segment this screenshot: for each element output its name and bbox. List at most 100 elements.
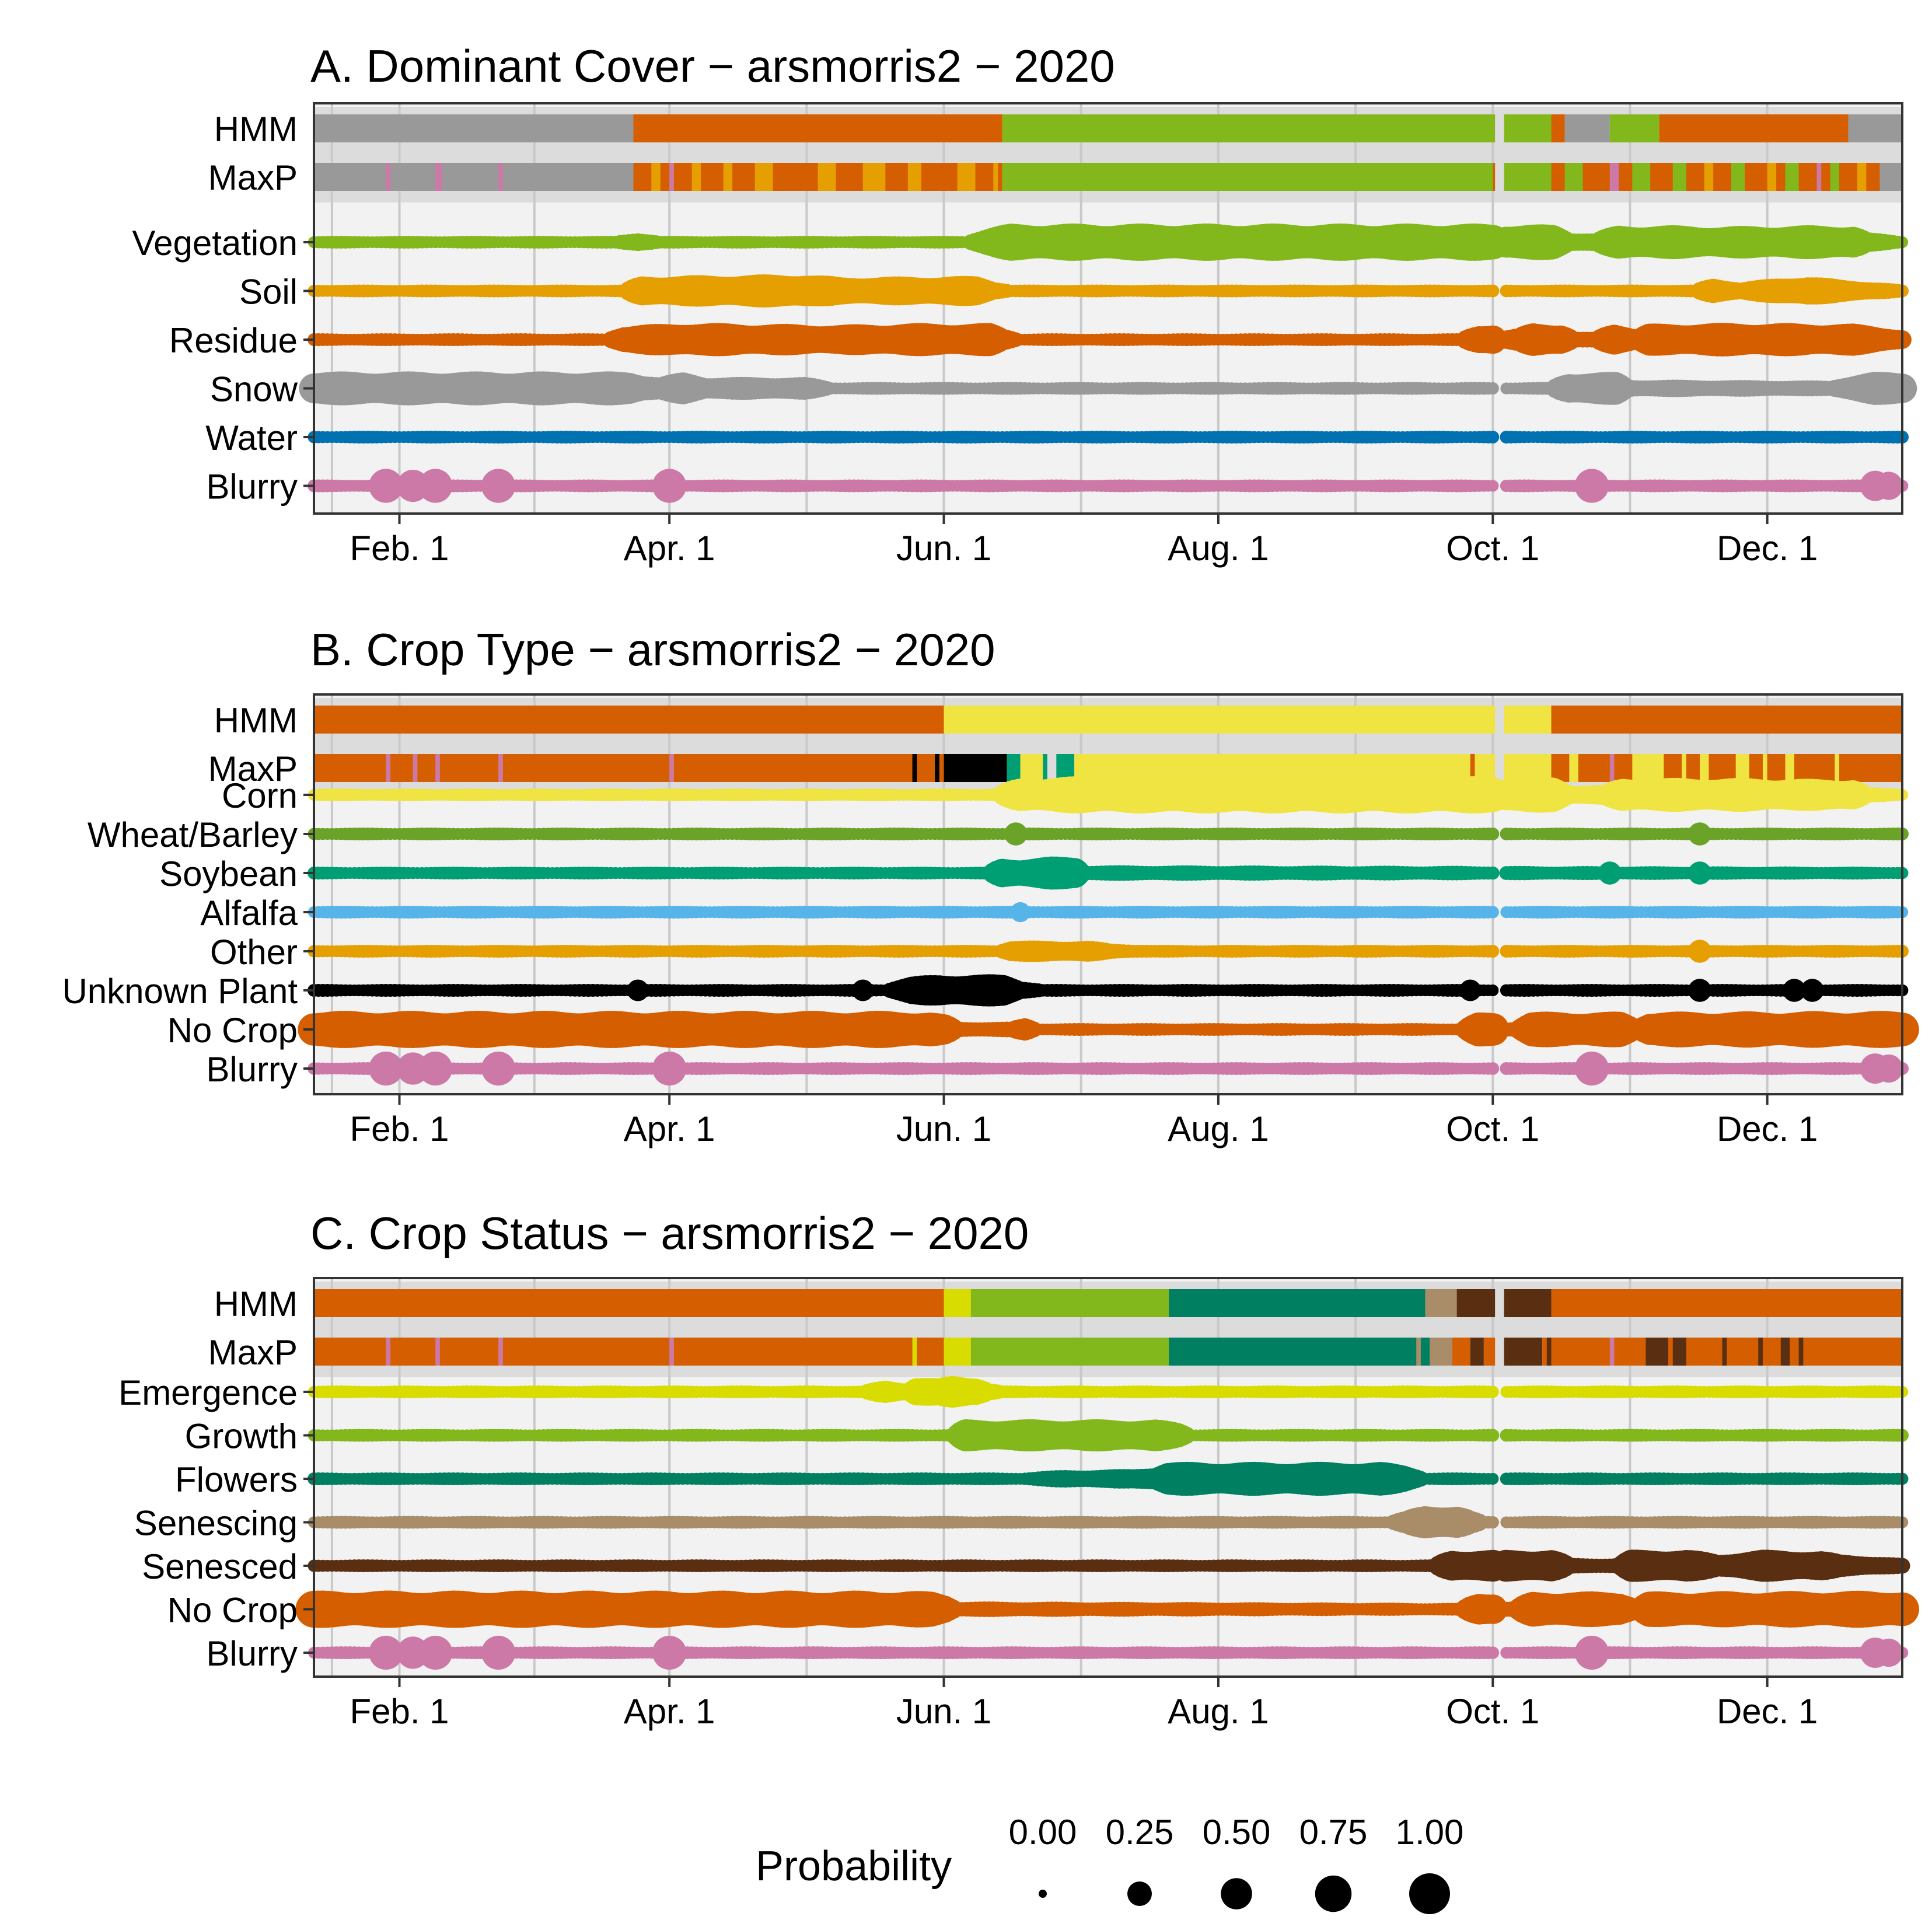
series-water [308,430,1909,444]
maxp-strip-segment-soybean [1007,754,1021,782]
maxp-strip-segment-unknown-plant [944,754,1007,782]
maxp-strip-segment-soil [754,163,773,191]
hmm-strip-segment-residue [1659,114,1849,142]
hmm-strip-segment-snow [1848,114,1902,142]
maxp-strip-segment-vegetation [1564,163,1583,191]
y-label-residue: Residue [169,321,298,360]
maxp-strip-segment-corn [1762,754,1767,782]
probability-point [1486,866,1500,880]
maxp-strip-segment-blurry [669,163,674,191]
hmm-strip-segment-vegetation [1002,114,1552,142]
x-tick-label-apr-1: Apr. 1 [624,529,715,568]
probability-peak [652,469,687,503]
panel-a-title: A. Dominant Cover − arsmorris2 − 2020 [310,40,1115,92]
maxp-strip-segment-corn [1682,754,1686,782]
maxp-strip-segment-soybean [1043,754,1047,782]
y-label-soil: Soil [239,273,298,312]
maxp-strip-segment-blurry [1609,754,1615,782]
probability-peak [1688,822,1711,846]
maxp-strip-segment-soil [957,163,976,191]
x-tick-label-feb-1: Feb. 1 [350,529,449,568]
probability-point [1487,480,1499,492]
maxp-strip-segment-vegetation [1785,163,1799,191]
probability-peak [1004,822,1028,846]
hmm-strip [314,113,1902,144]
hmm-strip-segment-residue [633,114,1002,142]
maxp-strip-segment-soil [993,163,998,191]
hmm-strip-segment-residue [1551,114,1565,142]
maxp-strip-segment-blurry [498,163,503,191]
hmm-strip-segment-no-crop [314,706,944,734]
maxp-strip-segment-corn [1835,754,1840,782]
maxp-strip-segment-no-crop [1551,754,1902,782]
y-label-hmm: HMM [214,110,298,149]
probability-point [1486,382,1499,395]
maxp-strip-segment-corn [1632,754,1664,782]
y-label-maxp: MaxP [208,158,298,197]
probability-point [1486,906,1499,919]
maxp-strip [314,162,1902,192]
maxp-strip-segment-soil [907,163,921,191]
maxp-strip-segment-blurry [413,754,418,782]
maxp-strip-segment-soil [691,163,701,191]
maxp-strip-segment-vegetation [1632,163,1651,191]
maxp-strip-segment-vegetation [1672,163,1686,191]
probability-peak [627,979,649,1001]
probability-point [1486,431,1500,444]
y-label-snow: Snow [210,370,298,409]
probability-peak [1688,861,1711,885]
probability-peak [852,979,874,1001]
probability-peak [1800,979,1824,1002]
maxp-strip-segment-snow [1879,163,1902,191]
probability-peak [1574,469,1609,503]
series-soil [308,274,1909,308]
hmm-strip-segment-vegetation [1609,114,1660,142]
hmm-strip-segment-snow [1564,114,1610,142]
panel-a-dominant-cover: A. Dominant Cover − arsmorris2 − 2020 HM… [132,40,1917,568]
maxp-strip-segment-blurry [1816,163,1822,191]
probability-peak [1874,472,1903,500]
maxp-strip-segment-soil [1704,163,1714,191]
probability-peak [1459,979,1482,1001]
panel-b-crop-type: B. Crop Type − arsmorris2 − 2020 HMMMaxP… [62,624,1919,1148]
probability-peak [1688,940,1711,963]
maxp-strip-segment-corn [1785,754,1794,782]
maxp-strip-segment-vegetation [1002,163,1552,191]
maxp-strip-segment-blurry [669,754,674,782]
probability-point [1486,284,1500,298]
x-tick-label-dec-1: Dec. 1 [1717,529,1818,568]
y-label-vegetation: Vegetation [132,224,298,263]
missing-data-gap [1495,162,1504,192]
maxp-strip-segment-snow [314,163,634,191]
maxp-strip-segment-no-crop [314,754,944,782]
maxp-strip-segment-corn [1020,754,1043,782]
maxp-strip-segment-corn [1569,754,1578,782]
probability-peak [418,469,453,503]
missing-data-gap [1495,113,1504,144]
x-tick-label-jun-1: Jun. 1 [896,529,991,568]
maxp-strip-segment-blurry [435,163,442,191]
missing-data-gap [1495,704,1504,735]
probability-point [1486,828,1500,841]
maxp-strip-segment-soil [1857,163,1867,191]
maxp-strip-segment-soil [651,163,661,191]
maxp-strip-segment-blurry [386,754,391,782]
y-label-water: Water [205,418,298,458]
hmm-strip [314,704,1902,735]
probability-peak [1688,979,1711,1002]
maxp-strip-segment-blurry [386,163,391,191]
probability-peak [1598,861,1622,885]
maxp-strip-segment-soil [1767,163,1777,191]
maxp-strip-segment-unknown-plant [912,754,917,782]
x-tick-label-aug-1: Aug. 1 [1168,529,1269,568]
maxp-strip-segment-blurry [435,754,440,782]
probability-point [1487,984,1499,997]
hmm-strip-segment-corn [944,706,1552,734]
maxp-strip-segment-blurry [1609,163,1619,191]
hmm-strip-segment-no-crop [1551,706,1902,734]
maxp-strip-segment-vegetation [1830,163,1840,191]
maxp-strip-segment-soil [723,163,733,191]
y-label-blurry: Blurry [206,467,298,507]
maxp-strip-segment-residue [1551,163,1902,191]
